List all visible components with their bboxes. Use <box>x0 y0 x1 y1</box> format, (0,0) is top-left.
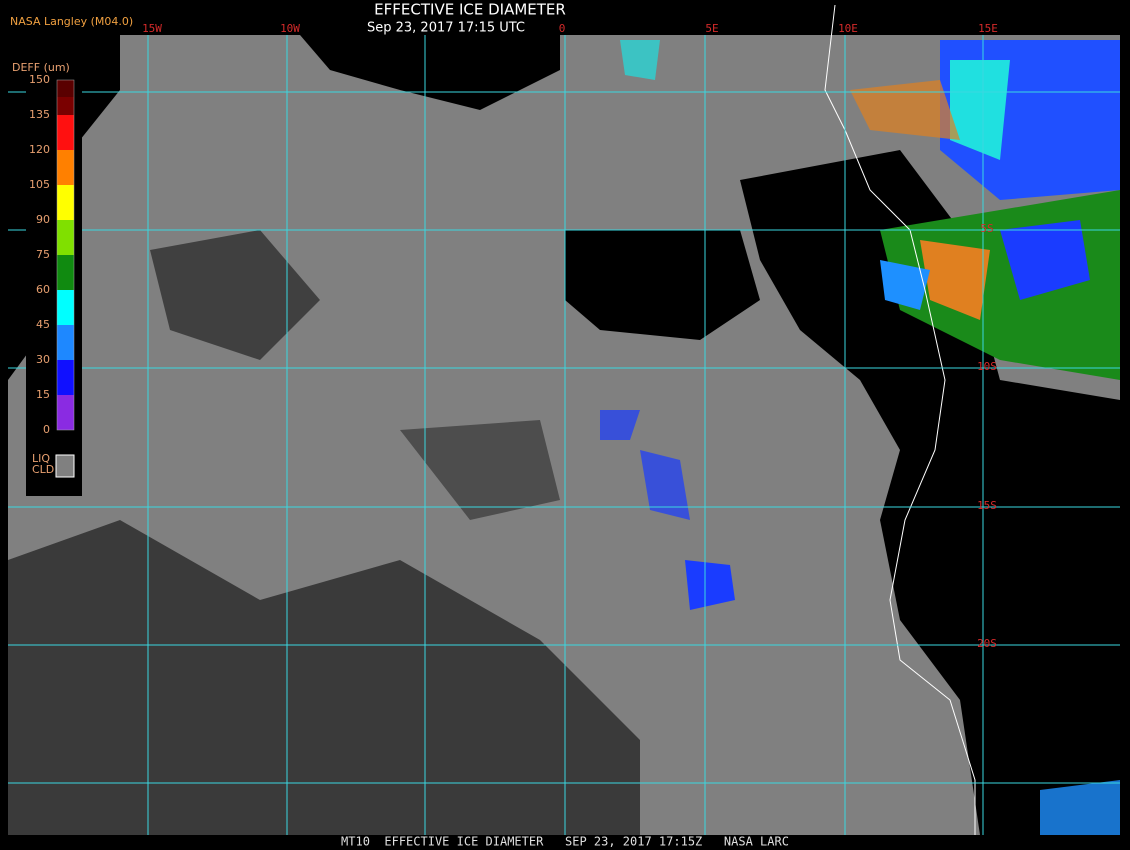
liquid-cloud-label: CLD <box>32 463 54 476</box>
latitude-label: 10S <box>977 360 997 373</box>
clear-sky <box>565 230 760 340</box>
coastline <box>824 4 976 835</box>
longitude-label: 0 <box>559 22 566 35</box>
colorbar-swatch <box>57 255 74 290</box>
longitude-label: 5E <box>705 22 718 35</box>
colorbar-tick-label: 60 <box>36 283 50 296</box>
colorbar-swatch <box>57 185 74 220</box>
colorbar-tick-label: 120 <box>29 143 50 156</box>
ice-cloud <box>850 80 960 140</box>
liquid-cloud <box>850 690 940 835</box>
land-clear <box>740 150 1120 835</box>
latitude-label: 20S <box>977 637 997 650</box>
title: EFFECTIVE ICE DIAMETER <box>374 1 566 19</box>
colorbar-tick-label: 105 <box>29 178 50 191</box>
longitude-label: 15W <box>142 22 162 35</box>
colorbar-tick-label: 0 <box>43 423 50 436</box>
imagery <box>8 35 1120 835</box>
liquid-cloud-label: LIQ <box>32 452 50 465</box>
colorbar-swatch <box>57 395 74 430</box>
colorbar-tick-label: 90 <box>36 213 50 226</box>
graticule <box>8 35 1120 835</box>
ice-cloud <box>1040 780 1120 835</box>
broken-cloud <box>150 230 320 360</box>
colorbar-tick-label: 45 <box>36 318 50 331</box>
colorbar-tick-label: 75 <box>36 248 50 261</box>
colorbar-swatch <box>57 80 74 97</box>
colorbar-swatch <box>57 150 74 185</box>
colorbar-tick-label: 135 <box>29 108 50 121</box>
colorbar-tick-label: 15 <box>36 388 50 401</box>
liquid-cloud-swatch <box>55 454 75 478</box>
ice-cloud <box>620 40 660 80</box>
timestamp: Sep 23, 2017 17:15 UTC <box>367 21 525 36</box>
latitude-label: 15S <box>977 499 997 512</box>
ice-cloud <box>1000 220 1090 300</box>
colorbar-tick-label: 150 <box>29 73 50 86</box>
ice-cloud <box>920 240 990 320</box>
colorbar-tick-label: 30 <box>36 353 50 366</box>
colorbar-frame <box>56 79 75 431</box>
ice-cloud <box>600 410 640 440</box>
colorbar-swatch <box>57 290 74 325</box>
longitude-label: 15E <box>978 22 998 35</box>
footer: MT10 EFFECTIVE ICE DIAMETER SEP 23, 2017… <box>341 835 789 849</box>
ice-cloud <box>950 60 1010 160</box>
clear-sky <box>300 35 560 110</box>
legend-title: DEFF (um) <box>12 61 70 74</box>
ice-cloud <box>640 450 690 520</box>
colorbar-swatch <box>57 220 74 255</box>
longitude-label: 10E <box>838 22 858 35</box>
ice-cloud <box>685 560 735 610</box>
colorbar-swatch <box>57 115 74 150</box>
ice-cloud <box>880 260 930 310</box>
broken-cloud <box>8 520 640 835</box>
colorbar-swatch <box>57 325 74 360</box>
broken-cloud <box>400 420 560 520</box>
longitude-label: 10W <box>280 22 300 35</box>
colorbar-swatch <box>57 360 74 395</box>
source-label: NASA Langley (M04.0) <box>10 15 133 28</box>
latitude-label: 5S <box>980 222 993 235</box>
